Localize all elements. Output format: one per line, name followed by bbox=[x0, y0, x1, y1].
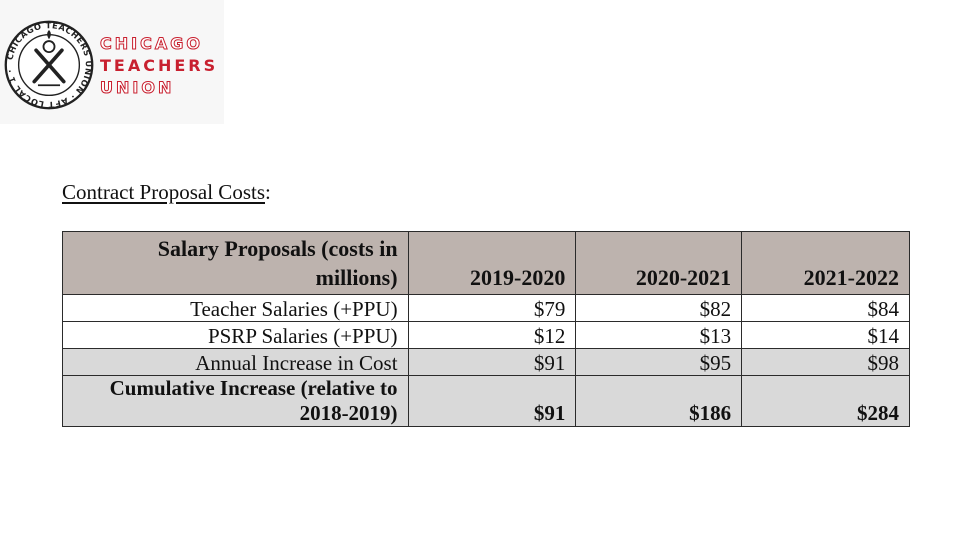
union-seal-logo: CHICAGO TEACHERS UNION · AFT LOCAL 1 · bbox=[4, 20, 94, 110]
row-value: $82 bbox=[575, 294, 743, 322]
header-year-2019-2020: 2019-2020 bbox=[407, 231, 577, 295]
union-wordmark: CHICAGO TEACHERS UNION bbox=[99, 33, 219, 99]
wordmark-line-1: CHICAGO bbox=[99, 34, 203, 54]
cumulative-label-line-1: Cumulative Increase (relative to bbox=[109, 376, 398, 400]
cumulative-value: $284 bbox=[741, 375, 910, 427]
cumulative-value: $91 bbox=[407, 375, 577, 427]
page-title-text: Contract Proposal Costs bbox=[62, 180, 265, 204]
header-year-2021-2022: 2021-2022 bbox=[741, 231, 910, 295]
table-row-psrp-salaries: PSRP Salaries (+PPU) $12 $13 $14 bbox=[62, 321, 910, 349]
row-label: PSRP Salaries (+PPU) bbox=[62, 321, 409, 349]
page-title: Contract Proposal Costs: bbox=[62, 180, 271, 205]
header-label-line-1: Salary Proposals (costs in bbox=[157, 236, 398, 261]
wordmark-line-3: UNION bbox=[99, 78, 175, 98]
table-header-row: Salary Proposals (costs in millions) 201… bbox=[62, 231, 910, 295]
row-value: $13 bbox=[575, 321, 743, 349]
salary-proposals-table: Salary Proposals (costs in millions) 201… bbox=[62, 231, 910, 427]
row-label: Annual Increase in Cost bbox=[62, 348, 409, 376]
header-label-line-2: millions) bbox=[315, 265, 398, 290]
logo-area: CHICAGO TEACHERS UNION · AFT LOCAL 1 · C… bbox=[0, 0, 224, 124]
row-value: $14 bbox=[741, 321, 910, 349]
row-value: $91 bbox=[407, 348, 577, 376]
cumulative-label-cell: Cumulative Increase (relative to 2018-20… bbox=[62, 375, 409, 427]
table-row-cumulative-increase: Cumulative Increase (relative to 2018-20… bbox=[62, 375, 910, 427]
row-value: $79 bbox=[407, 294, 577, 322]
header-year-2020-2021: 2020-2021 bbox=[575, 231, 743, 295]
row-value: $95 bbox=[575, 348, 743, 376]
page-title-colon: : bbox=[265, 180, 271, 204]
cumulative-label-line-2: 2018-2019) bbox=[299, 401, 398, 425]
row-value: $98 bbox=[741, 348, 910, 376]
cumulative-value: $186 bbox=[575, 375, 743, 427]
table-row-teacher-salaries: Teacher Salaries (+PPU) $79 $82 $84 bbox=[62, 294, 910, 322]
row-label: Teacher Salaries (+PPU) bbox=[62, 294, 409, 322]
row-value: $12 bbox=[407, 321, 577, 349]
table-row-annual-increase: Annual Increase in Cost $91 $95 $98 bbox=[62, 348, 910, 376]
wordmark-line-2: TEACHERS bbox=[100, 56, 219, 75]
header-label-cell: Salary Proposals (costs in millions) bbox=[62, 231, 409, 295]
row-value: $84 bbox=[741, 294, 910, 322]
